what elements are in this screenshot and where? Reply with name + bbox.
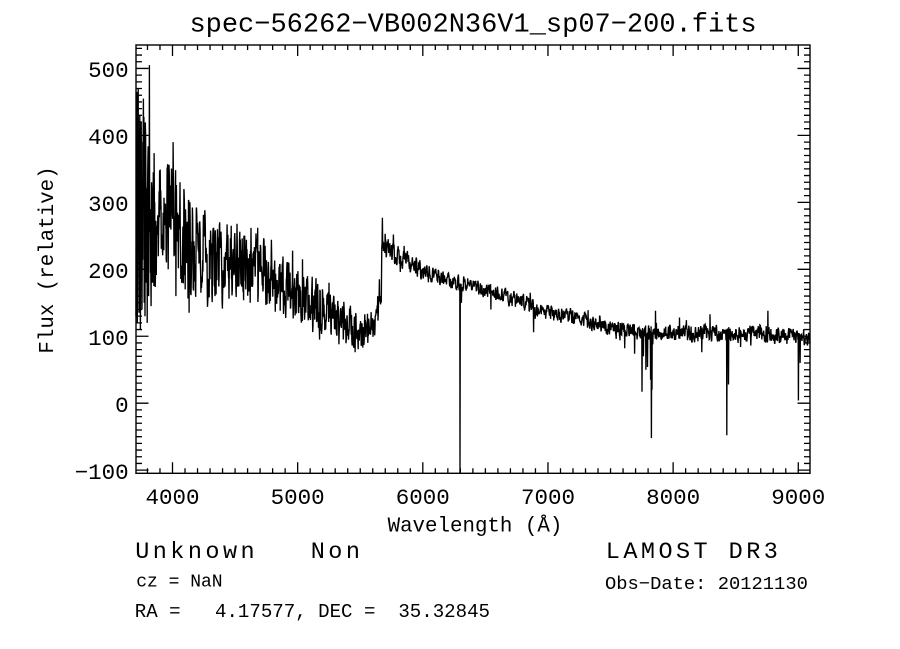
svg-text:LAMOST DR3: LAMOST DR3 (606, 539, 782, 566)
svg-text:cz = NaN: cz = NaN (136, 573, 222, 593)
svg-text:Flux (relative): Flux (relative) (37, 166, 60, 353)
svg-text:9000: 9000 (771, 485, 825, 511)
svg-text:−100: −100 (75, 460, 129, 486)
svg-text:6000: 6000 (396, 485, 450, 511)
svg-text:0: 0 (115, 393, 129, 419)
svg-text:8000: 8000 (646, 485, 700, 511)
svg-text:Wavelength (Å): Wavelength (Å) (388, 515, 563, 538)
svg-text:RA = 4.17577, DEC = 35.3284: RA = 4.17577, DEC = 35.32845 (135, 601, 490, 623)
svg-text:300: 300 (88, 192, 129, 218)
svg-text:7000: 7000 (521, 485, 575, 511)
svg-text:Unknown Non: Unknown Non (135, 539, 363, 566)
svg-text:400: 400 (88, 125, 129, 151)
svg-text:spec−56262−VB002N36V1_sp07−200: spec−56262−VB002N36V1_sp07−200.fits (189, 11, 756, 41)
svg-text:500: 500 (88, 58, 129, 84)
svg-text:Obs−Date: 20121130: Obs−Date: 20121130 (605, 573, 808, 595)
svg-text:5000: 5000 (271, 485, 325, 511)
svg-text:100: 100 (88, 326, 129, 352)
svg-text:4000: 4000 (145, 485, 199, 511)
svg-text:200: 200 (88, 259, 129, 285)
